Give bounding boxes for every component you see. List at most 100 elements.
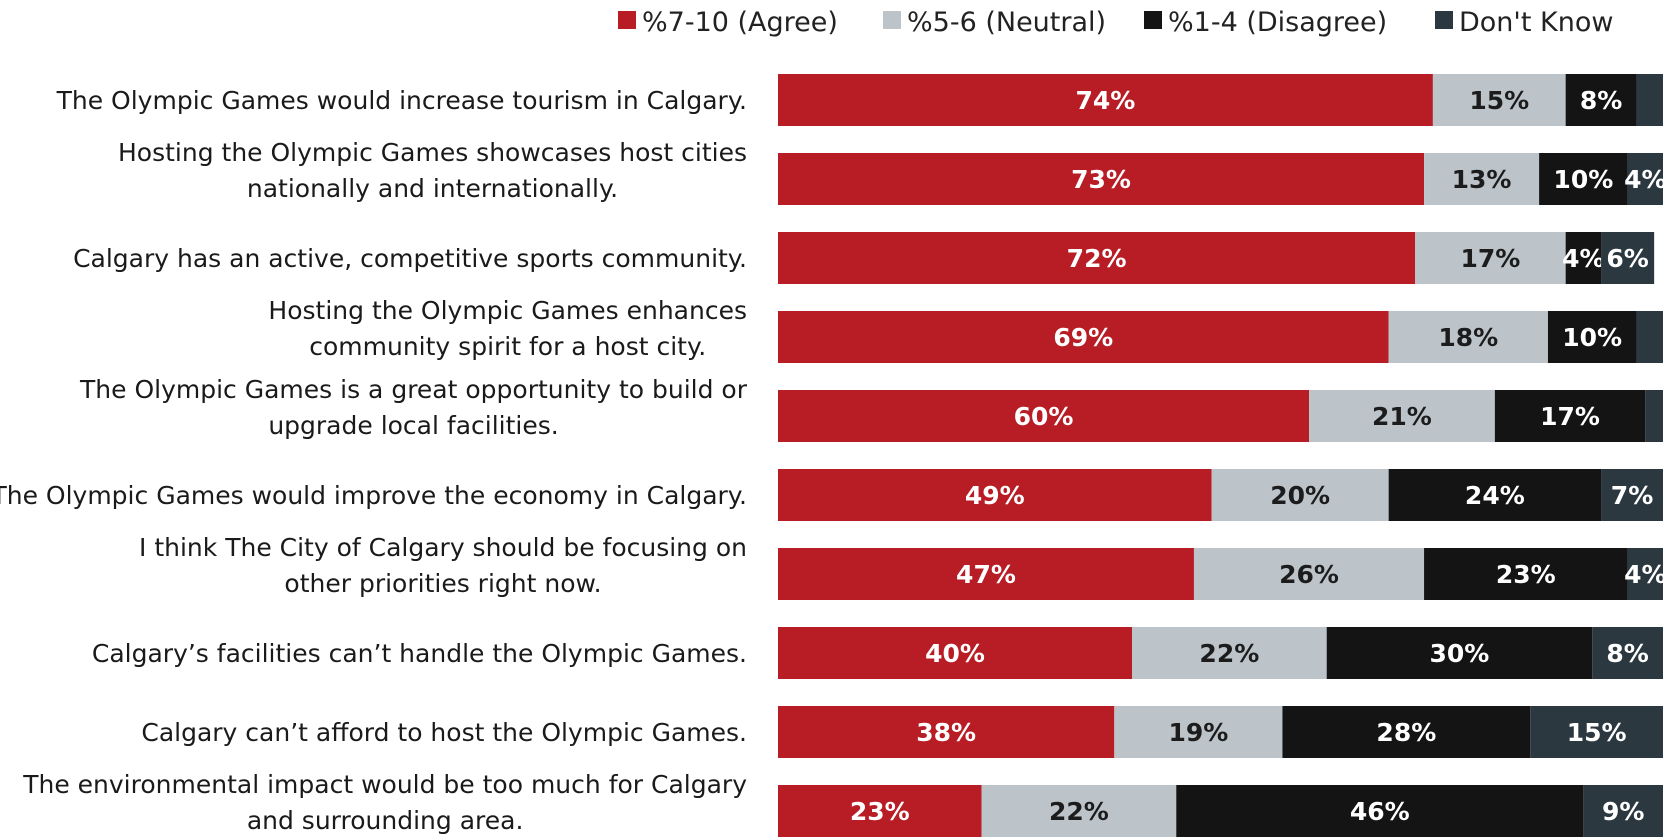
bar-segment (778, 548, 1194, 600)
category-label: The environmental impact would be too mu… (22, 770, 747, 835)
data-label: 19% (1168, 718, 1228, 747)
bar-row: 74% 15% 8% (778, 74, 1663, 126)
data-label: 10% (1562, 323, 1622, 352)
legend-label: %7-10 (Agree) (642, 7, 838, 38)
category-labels: The Olympic Games would increase tourism… (0, 86, 748, 835)
bar-segment (1583, 785, 1663, 837)
bar-segment (1415, 232, 1566, 284)
data-label: 28% (1376, 718, 1436, 747)
data-label: 20% (1270, 481, 1330, 510)
bar-segment (778, 153, 1425, 205)
bar-segment (778, 311, 1389, 363)
legend-item-2: %5-6 (Neutral) (883, 7, 1106, 38)
category-label-line: The Olympic Games would improve the econ… (0, 481, 747, 510)
bar-segment (1636, 74, 1663, 126)
bar-segment (1132, 627, 1327, 679)
category-label: The Olympic Games would increase tourism… (56, 86, 747, 115)
bar-segment (1645, 390, 1663, 442)
category-label-line: The environmental impact would be too mu… (22, 770, 747, 799)
data-label: 8% (1606, 639, 1648, 668)
bar-segment (778, 469, 1212, 521)
data-label: 74% (1076, 86, 1136, 115)
data-label: 18% (1438, 323, 1498, 352)
bar-segment (778, 74, 1433, 126)
data-label: 26% (1279, 560, 1339, 589)
data-label: 7% (1611, 481, 1653, 510)
bar-segment (778, 706, 1115, 758)
category-label: I think The City of Calgary should be fo… (139, 533, 747, 598)
category-label-line: Calgary can’t afford to host the Olympic… (141, 718, 747, 747)
data-label: 40% (925, 639, 985, 668)
category-label-line: community spirit for a host city. (309, 332, 706, 361)
data-label: 4% (1624, 560, 1663, 589)
bar-segment (1326, 627, 1593, 679)
bar-segment (1193, 548, 1425, 600)
category-label: Calgary’s facilities can’t handle the Ol… (92, 639, 747, 668)
category-label-line: nationally and internationally. (247, 174, 618, 203)
category-label-line: Calgary has an active, competitive sport… (73, 244, 747, 273)
data-label: 10% (1553, 165, 1613, 194)
bar-row: 69% 18% 10% (778, 311, 1663, 363)
data-label: 73% (1071, 165, 1131, 194)
bar-segment (1547, 311, 1637, 363)
category-label-line: Hosting the Olympic Games enhances (268, 296, 747, 325)
data-label: 30% (1430, 639, 1490, 668)
category-label-line: upgrade local facilities. (268, 411, 558, 440)
bar-segment (1309, 390, 1495, 442)
category-label-line: The Olympic Games would increase tourism… (56, 86, 747, 115)
bar-segment (1282, 706, 1531, 758)
category-label-line: other priorities right now. (284, 569, 601, 598)
category-label-line: The Olympic Games is a great opportunity… (79, 375, 748, 404)
data-label: 15% (1469, 86, 1529, 115)
bar-segment (1539, 153, 1628, 205)
data-label: 6% (1606, 244, 1648, 273)
data-label: 22% (1199, 639, 1259, 668)
bar-segment (1424, 153, 1540, 205)
category-label: Hosting the Olympic Games enhances commun… (268, 296, 747, 361)
legend-label: %5-6 (Neutral) (907, 7, 1106, 38)
data-label: 4% (1624, 165, 1663, 194)
data-label: 46% (1350, 797, 1410, 826)
bar-segment (1627, 153, 1663, 205)
bar-segment (1601, 232, 1655, 284)
bar-segment (1388, 469, 1602, 521)
category-label-line: I think The City of Calgary should be fo… (139, 533, 747, 562)
bar-segment (981, 785, 1177, 837)
bar-segment (778, 390, 1309, 442)
bar-row: 72% 17% 4% 6% (778, 232, 1655, 284)
category-label: The Olympic Games is a great opportunity… (79, 375, 748, 440)
data-label: 9% (1602, 797, 1644, 826)
bar-row: 38% 19% 28% 15% (778, 706, 1663, 758)
bars: 74% 15% 8%73% 13% 10% 4%72% 17% 4% 6%69% 18% 10%60… (778, 74, 1663, 837)
bar-row: 73% 13% 10% 4% (778, 153, 1663, 205)
bar-segment (1494, 390, 1646, 442)
bar-segment (1592, 627, 1663, 679)
legend: %7-10 (Agree) %5-6 (Neutral) %1-4 (Disagre… (618, 7, 1613, 38)
category-label-line: and surrounding area. (247, 806, 524, 835)
data-label: 21% (1372, 402, 1432, 431)
data-label: 38% (916, 718, 976, 747)
data-label: 23% (1496, 560, 1556, 589)
category-label: Hosting the Olympic Games showcases host… (118, 138, 747, 203)
bar-row: 23% 22% 46% 9% (778, 785, 1663, 837)
data-label: 15% (1567, 718, 1627, 747)
legend-swatch (883, 11, 901, 29)
category-label: The Olympic Games would improve the econ… (0, 481, 747, 510)
data-label: 4% (1562, 244, 1604, 273)
legend-swatch (1435, 11, 1453, 29)
bar-segment (1530, 706, 1663, 758)
legend-label: %1-4 (Disagree) (1168, 7, 1387, 38)
bar-segment (1601, 469, 1663, 521)
data-label: 13% (1452, 165, 1512, 194)
legend-item-1: %7-10 (Agree) (618, 7, 838, 38)
bar-segment (1211, 469, 1389, 521)
data-label: 24% (1465, 481, 1525, 510)
legend-item-4: Don't Know (1435, 7, 1613, 38)
category-label-line: Calgary’s facilities can’t handle the Ol… (92, 639, 747, 668)
bar-segment (1627, 548, 1663, 600)
category-label-line: Hosting the Olympic Games showcases host… (118, 138, 747, 167)
bar-segment (1388, 311, 1548, 363)
bar-segment (778, 627, 1132, 679)
bar-segment (1424, 548, 1628, 600)
